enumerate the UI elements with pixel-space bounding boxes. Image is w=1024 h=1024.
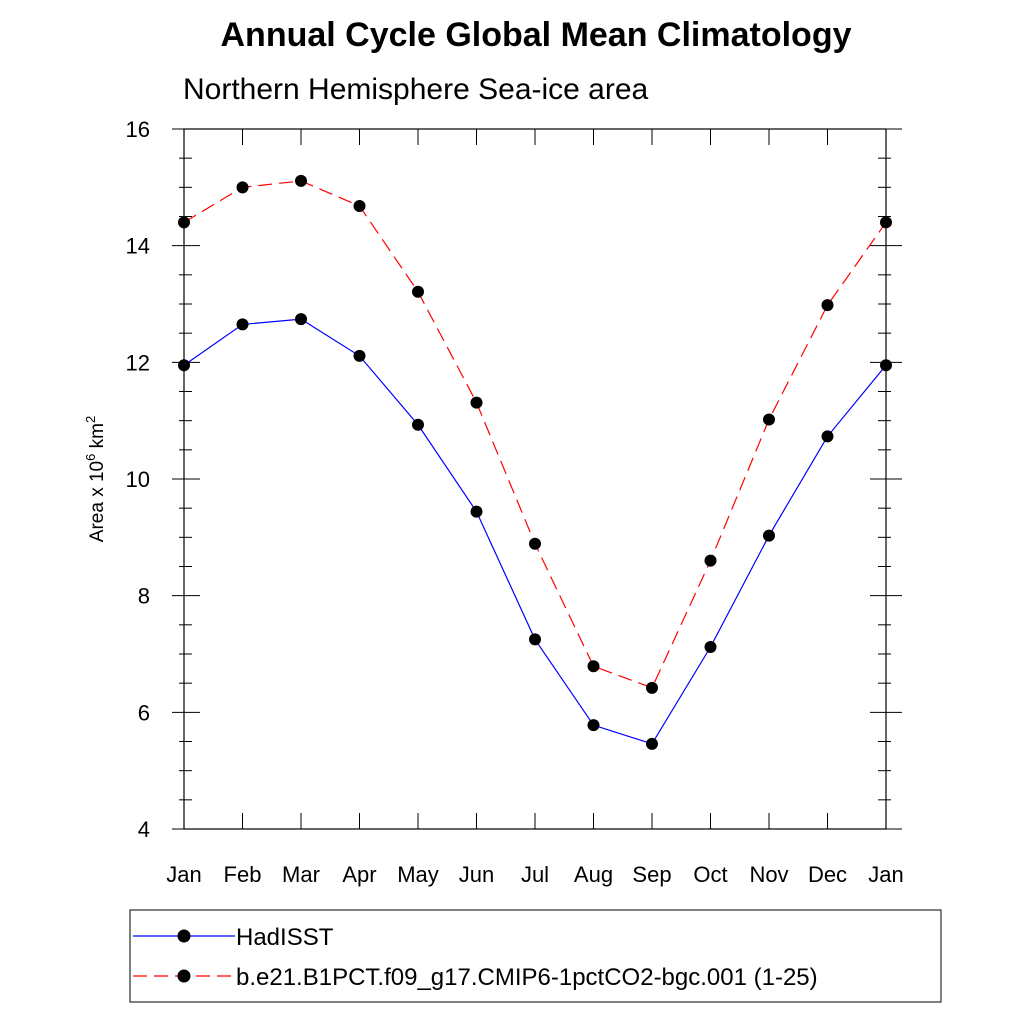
series-0-point <box>412 418 424 431</box>
legend-label-hadisst: HadISST <box>236 924 334 951</box>
y-tick-label: 12 <box>126 350 150 375</box>
x-tick-label: Sep <box>632 862 671 887</box>
y-axis-label-prefix: Area x 10 <box>87 461 108 542</box>
series-1-point <box>412 285 424 298</box>
series-1-point <box>178 216 190 229</box>
series-1-point <box>821 299 834 312</box>
series-0-point <box>821 430 834 443</box>
series-0-point <box>295 313 307 326</box>
y-tick-label: 16 <box>126 117 150 142</box>
series-line-1 <box>183 180 887 689</box>
y-axis-label-mid: km <box>87 423 108 454</box>
series-0-point <box>763 529 775 542</box>
series-1-point <box>353 200 366 212</box>
series-layer <box>178 174 892 750</box>
y-tick-label: 4 <box>138 817 150 842</box>
y-tick-label: 14 <box>126 234 150 259</box>
x-tick-label: Oct <box>693 862 727 887</box>
series-0-point <box>880 359 892 372</box>
series-0 <box>178 313 892 750</box>
series-1-point <box>763 413 775 426</box>
x-tick-label: Apr <box>342 862 376 887</box>
x-tick-label: Jul <box>521 862 549 887</box>
series-1-point <box>295 174 307 187</box>
chart-title: Annual Cycle Global Mean Climatology <box>221 16 852 54</box>
series-1-point <box>880 216 892 229</box>
x-axis-tick-labels: Jan Feb Mar Apr May Jun Jul Aug Sep Oct Nov Dec Jan <box>166 862 903 887</box>
y-tick-label: 6 <box>138 700 150 725</box>
series-1-point <box>529 537 541 550</box>
plot-frame <box>183 128 887 830</box>
series-0-point <box>704 641 717 653</box>
y-axis-label-exp1: 6 <box>83 454 98 461</box>
series-0-point <box>529 633 541 646</box>
series-1 <box>178 174 892 694</box>
x-tick-label: Nov <box>749 862 788 887</box>
x-tick-label: Dec <box>808 862 847 887</box>
x-tick-label: Jun <box>459 862 494 887</box>
axis-ticks <box>172 128 902 830</box>
series-1-point <box>587 660 600 673</box>
series-1-point <box>704 554 717 567</box>
series-0-point <box>587 719 600 732</box>
legend-marker-cmip6 <box>177 969 191 983</box>
series-line-0 <box>183 318 887 745</box>
chart-subtitle: Northern Hemisphere Sea-ice area <box>183 73 649 106</box>
x-tick-label: Jan <box>868 862 903 887</box>
y-axis-label: Area x 106 km2 <box>83 416 108 542</box>
series-0-point <box>646 737 658 750</box>
x-tick-label: Mar <box>282 862 320 887</box>
x-tick-label: Feb <box>224 862 262 887</box>
series-0-point <box>236 318 249 331</box>
x-tick-label: Aug <box>574 862 613 887</box>
y-tick-label: 10 <box>126 467 150 492</box>
series-1-point <box>470 396 483 409</box>
y-axis-label-exp2: 2 <box>83 416 98 423</box>
legend-box <box>129 909 942 1003</box>
series-1-point <box>646 681 658 694</box>
series-1-point <box>236 181 249 194</box>
series-0-point <box>178 359 190 372</box>
x-tick-label: Jan <box>166 862 201 887</box>
y-axis-tick-labels: 4 6 8 10 12 14 16 <box>126 117 150 842</box>
x-tick-label: May <box>397 862 439 887</box>
legend-marker-hadisst <box>177 929 191 943</box>
legend: HadISST b.e21.B1PCT.f09_g17.CMIP6-1pctCO… <box>129 909 942 1003</box>
series-0-point <box>353 349 366 362</box>
series-0-point <box>470 505 483 518</box>
y-tick-label: 8 <box>138 584 150 609</box>
legend-label-cmip6: b.e21.B1PCT.f09_g17.CMIP6-1pctCO2-bgc.00… <box>236 964 818 991</box>
